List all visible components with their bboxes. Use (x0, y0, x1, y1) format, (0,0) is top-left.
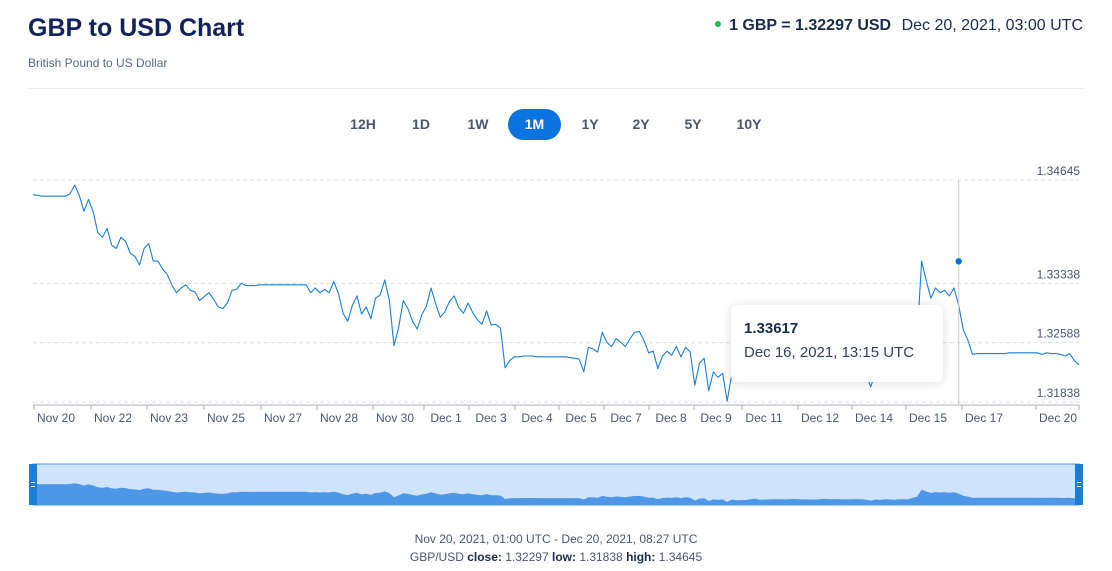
x-tick-label: Nov 27 (264, 411, 302, 425)
range-button-5y[interactable]: 5Y (684, 116, 702, 132)
footer-high-value: 1.34645 (658, 550, 703, 564)
range-button-2y[interactable]: 2Y (632, 116, 650, 132)
range-button-1y[interactable]: 1Y (581, 116, 599, 132)
x-tick-label: Dec 12 (801, 411, 839, 425)
x-tick-label: Nov 28 (320, 411, 358, 425)
y-tick-label: 1.31838 (1037, 386, 1081, 400)
range-selector: 12H 1D 1W 1M 1Y 2Y 5Y 10Y (0, 109, 1112, 140)
range-button-1m[interactable]: 1M (508, 109, 561, 140)
x-tick-label: Dec 3 (475, 411, 507, 425)
x-tick-label: Dec 17 (965, 411, 1003, 425)
footer-stats: GBP/USD close: 1.32297 low: 1.31838 high… (0, 550, 1112, 564)
page-subtitle: British Pound to US Dollar (28, 56, 168, 70)
y-tick-label: 1.32588 (1037, 327, 1081, 341)
footer-high-label: high: (626, 550, 656, 564)
navigator-handle-right (1075, 464, 1083, 505)
range-button-10y[interactable]: 10Y (736, 116, 762, 132)
x-tick-label: Dec 9 (700, 411, 732, 425)
x-tick-label: Nov 25 (207, 411, 245, 425)
header-divider (28, 88, 1084, 89)
x-tick-label: Dec 8 (655, 411, 687, 425)
x-tick-label: Nov 20 (37, 411, 75, 425)
chart-tooltip: 1.33617 Dec 16, 2021, 13:15 UTC (731, 305, 943, 382)
range-button-1w[interactable]: 1W (467, 116, 489, 132)
x-tick-label: Dec 20 (1039, 411, 1077, 425)
live-dot-icon (715, 20, 722, 27)
tooltip-value: 1.33617 (744, 320, 799, 337)
x-tick-label: Dec 14 (855, 411, 893, 425)
footer-close-value: 1.32297 (505, 550, 549, 564)
x-tick-label: Dec 1 (430, 411, 462, 425)
highlight-point (955, 258, 962, 265)
x-tick-label: Dec 11 (745, 411, 782, 425)
navigator-handle-left (29, 464, 37, 505)
x-tick-label: Dec 15 (909, 411, 947, 425)
current-rate: 1 GBP = 1.32297 USD Dec 20, 2021, 03:00 … (715, 17, 1083, 35)
x-tick-label: Nov 22 (94, 411, 132, 425)
range-button-1d[interactable]: 1D (412, 116, 430, 132)
footer-low-value: 1.31838 (579, 550, 623, 564)
x-tick-label: Dec 4 (521, 411, 553, 425)
y-tick-label: 1.34645 (1037, 164, 1081, 178)
x-tick-label: Dec 7 (610, 411, 642, 425)
x-tick-label: Nov 30 (376, 411, 414, 425)
navigator-area (33, 483, 1079, 505)
footer-close-label: close: (467, 550, 502, 564)
footer-range: Nov 20, 2021, 01:00 UTC - Dec 20, 2021, … (414, 532, 698, 546)
y-tick-label: 1.33338 (1037, 267, 1081, 281)
current-rate-time: Dec 20, 2021, 03:00 UTC (901, 17, 1083, 34)
page-title: GBP to USD Chart (28, 14, 245, 42)
x-tick-label: Nov 23 (150, 411, 188, 425)
current-rate-value: 1 GBP = 1.32297 USD (729, 17, 892, 34)
range-button-12h[interactable]: 12H (350, 116, 376, 132)
footer-low-label: low: (551, 550, 576, 564)
footer-pair: GBP/USD (409, 550, 464, 564)
tooltip-time: Dec 16, 2021, 13:15 UTC (744, 344, 915, 361)
x-tick-label: Dec 5 (565, 411, 597, 425)
rate-chart[interactable]: 1.34645 1.33338 1.32588 1.31838 Nov 20 Nov 22… (0, 150, 1112, 520)
